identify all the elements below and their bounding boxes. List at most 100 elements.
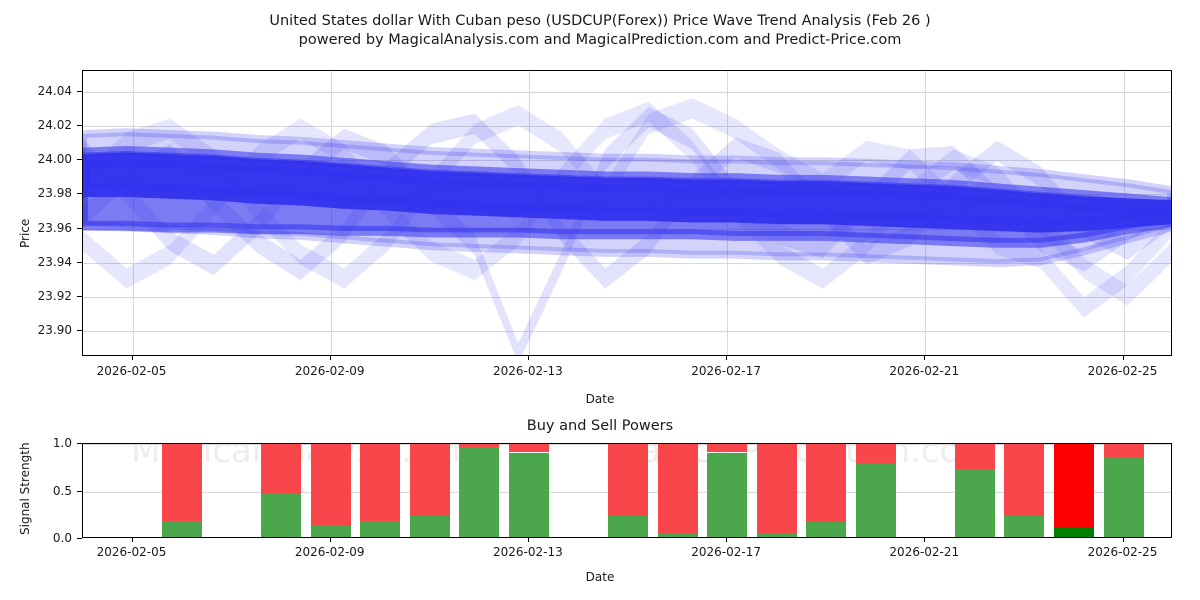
sell-power-segment: [1103, 444, 1144, 459]
signal-bar[interactable]: [162, 444, 203, 537]
sell-power-segment: [1004, 444, 1045, 517]
sell-power-segment: [806, 444, 847, 522]
x-tick-label: 2026-02-13: [493, 364, 563, 378]
sell-power-segment: [707, 444, 748, 453]
sell-power-segment: [855, 444, 896, 463]
sell-power-segment: [1053, 444, 1094, 527]
y-tick-mark: [77, 261, 82, 263]
buy-power-segment: [1053, 526, 1094, 537]
y-tick-mark: [77, 443, 82, 444]
x-tick-label: 2026-02-21: [889, 364, 960, 378]
y-tick-mark: [77, 193, 82, 195]
x-tick-mark: [527, 538, 529, 542]
gridline-horizontal: [83, 297, 1171, 299]
sell-power-segment: [409, 444, 450, 517]
wave-noise-band: [83, 98, 1171, 318]
gridline-horizontal: [83, 331, 1171, 333]
buy-power-segment: [310, 525, 351, 537]
buy-sell-powers-plot: MagicalAnalysis.com MagicalPrediction.com: [82, 443, 1172, 538]
y-tick-label: 0.0: [52, 531, 72, 545]
signal-bar[interactable]: [1103, 444, 1144, 537]
page-title: United States dollar With Cuban peso (US…: [0, 12, 1200, 50]
signal-bar[interactable]: [855, 444, 896, 537]
signal-bar[interactable]: [756, 444, 797, 537]
x-tick-label: 2026-02-13: [493, 545, 563, 559]
x-tick-label: 2026-02-21: [889, 545, 960, 559]
signal-bar[interactable]: [360, 444, 401, 537]
buy-power-segment: [261, 494, 302, 537]
y-tick-label: 23.94: [37, 254, 72, 269]
buy-power-segment: [855, 462, 896, 537]
y-tick-label: 23.92: [37, 289, 72, 304]
x-tick-label: 2026-02-17: [691, 364, 761, 378]
y-tick-label: 23.96: [37, 220, 72, 235]
buy-power-segment: [1004, 516, 1045, 537]
gridline-horizontal: [83, 91, 1171, 93]
y-tick-mark: [77, 90, 82, 92]
y-tick-mark: [77, 159, 82, 161]
signal-bar[interactable]: [1004, 444, 1045, 537]
buy-power-segment: [409, 516, 450, 537]
buy-power-segment: [360, 520, 401, 537]
y-tick-mark: [77, 330, 82, 332]
y-tick-mark: [77, 296, 82, 298]
buy-power-segment: [707, 452, 748, 537]
y-tick-label: 0.5: [52, 483, 72, 498]
wave-noise-band: [83, 113, 1171, 289]
sell-power-segment: [657, 444, 698, 534]
x-tick-mark: [527, 356, 529, 360]
sell-power-segment: [508, 444, 549, 453]
buy-power-segment: [1103, 458, 1144, 537]
x-tick-mark: [726, 538, 728, 542]
signal-bar[interactable]: [806, 444, 847, 537]
signal-bar[interactable]: [707, 444, 748, 537]
x-tick-mark: [1122, 538, 1124, 542]
signal-bar[interactable]: [1053, 444, 1094, 537]
x-tick-label: 2026-02-05: [96, 364, 167, 378]
x-tick-label: 2026-02-05: [96, 545, 167, 559]
signal-bar[interactable]: [657, 444, 698, 537]
x-tick-mark: [131, 538, 133, 542]
signal-bar[interactable]: [409, 444, 450, 537]
x-tick-mark: [131, 356, 133, 360]
gridline-horizontal: [83, 125, 1171, 127]
y-tick-label: 24.02: [37, 117, 72, 132]
signal-bar[interactable]: [508, 444, 549, 537]
y-tick-label: 24.00: [37, 152, 72, 167]
x-tick-mark: [924, 538, 926, 542]
y-axis-label-signal: Signal Strength: [18, 442, 32, 535]
y-tick-label: 1.0: [52, 436, 72, 450]
signal-chart-title: Buy and Sell Powers: [526, 418, 674, 434]
y-tick-label: 23.98: [37, 186, 72, 201]
gridline-horizontal: [83, 160, 1171, 162]
buy-power-segment: [806, 521, 847, 537]
buy-power-segment: [954, 468, 995, 537]
signal-bar[interactable]: [310, 444, 351, 537]
sell-power-segment: [756, 444, 797, 534]
y-tick-mark: [77, 538, 82, 539]
wave-noise-band: [83, 106, 1171, 355]
x-tick-mark: [726, 356, 728, 360]
signal-bar[interactable]: [954, 444, 995, 537]
x-tick-mark: [924, 356, 926, 360]
x-tick-label: 2026-02-09: [294, 364, 365, 378]
x-tick-mark: [1122, 356, 1124, 360]
gridline-horizontal: [83, 262, 1171, 264]
price-wave-plot: [82, 70, 1172, 356]
signal-bar[interactable]: [459, 444, 500, 537]
x-tick-label: 2026-02-17: [691, 545, 761, 559]
signal-bar[interactable]: [261, 444, 302, 537]
y-tick-mark: [77, 227, 82, 229]
x-tick-mark: [329, 356, 331, 360]
sell-power-segment: [310, 444, 351, 526]
wave-band-layer: [83, 98, 1171, 355]
signal-bar[interactable]: [608, 444, 648, 537]
sell-power-segment: [459, 444, 500, 447]
sell-power-segment: [261, 444, 302, 495]
title-line-1: United States dollar With Cuban peso (US…: [269, 13, 931, 29]
sell-power-segment: [954, 444, 995, 469]
buy-power-segment: [756, 533, 797, 537]
y-axis-label-main: Price: [18, 218, 32, 248]
buy-power-segment: [459, 446, 500, 537]
